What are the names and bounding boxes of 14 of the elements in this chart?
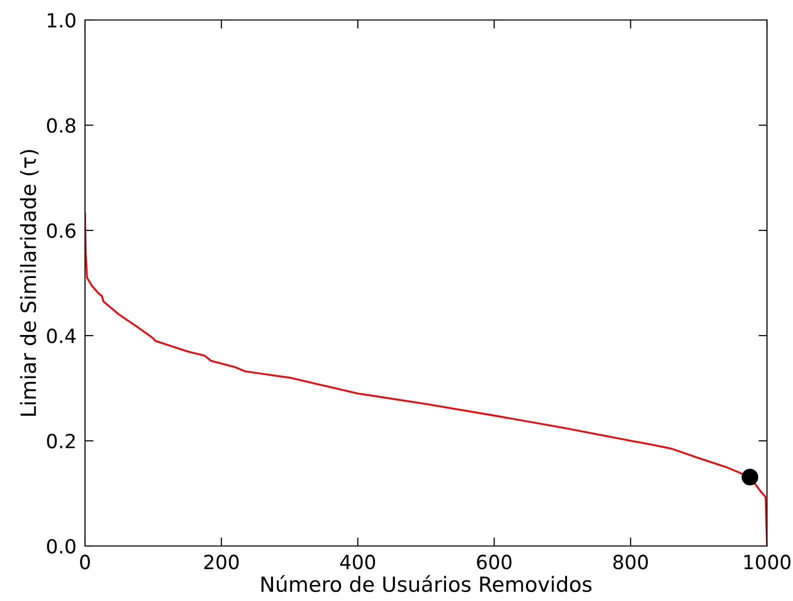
x-tick-label: 1000: [744, 554, 790, 570]
y-tick-label: 0.4: [47, 328, 76, 344]
x-tick-label: 200: [204, 554, 239, 570]
x-tick-label: 600: [477, 554, 512, 570]
y-tick-label: 0.2: [47, 434, 75, 448]
y-axis-title: Limiar de Similaridade (τ): [20, 150, 39, 416]
x-tick-label: 800: [613, 554, 648, 570]
y-tick-label: 0.6: [47, 223, 76, 238]
y-tick-label: 0.8: [47, 118, 76, 133]
x-axis-title: Número de Usuários Removidos: [262, 575, 592, 592]
x-tick-label: 400: [340, 554, 376, 570]
x-tick-label: 0: [80, 554, 90, 570]
y-tick-label: 0.0: [47, 538, 76, 554]
y-tick-label: 1.0: [48, 12, 76, 28]
